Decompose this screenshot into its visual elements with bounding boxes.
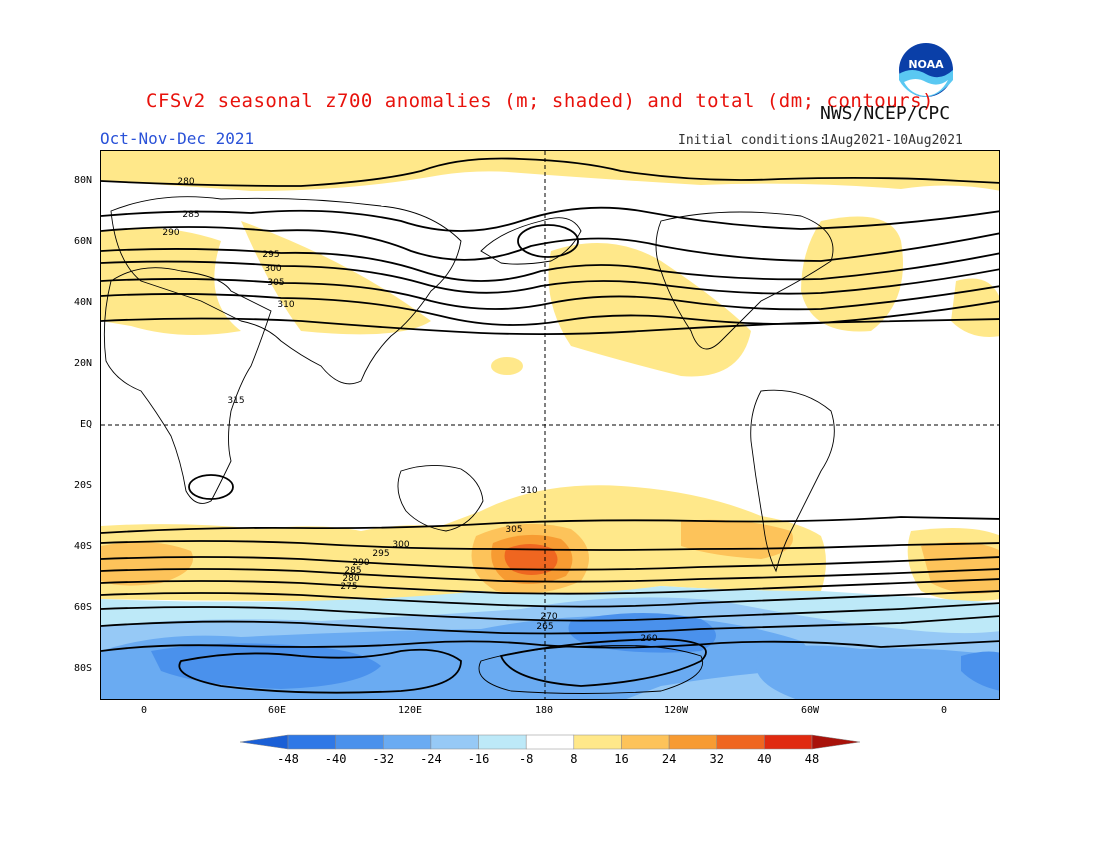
chart-title: CFSv2 seasonal z700 anomalies (m; shaded… <box>146 90 934 112</box>
height-contours <box>101 157 999 694</box>
colorbar-swatch <box>811 734 860 750</box>
colorbar-tick-label: -24 <box>420 752 442 766</box>
agency-label: NWS/NCEP/CPC <box>820 103 951 124</box>
lon-label-180: 180 <box>535 705 554 716</box>
colorbar-swatch <box>621 734 670 750</box>
contour-label-285: 285 <box>182 210 199 220</box>
season-label: Oct-Nov-Dec 2021 <box>100 129 255 148</box>
contour-value-labels: 280 285 290 295 300 305 310 315 310 305 … <box>162 177 657 644</box>
contour-label-south-305: 305 <box>505 525 522 535</box>
colorbar-tick-label: 16 <box>614 752 629 766</box>
colorbar-swatch <box>478 734 527 750</box>
lat-label-20n: 20N <box>74 358 93 369</box>
colorbar-swatch <box>335 734 384 750</box>
greenland-outline <box>480 217 582 265</box>
colorbar <box>240 734 860 750</box>
lat-label-60s: 60S <box>74 602 93 613</box>
contour-label-south-275: 275 <box>340 582 357 592</box>
colorbar-tick-label: 8 <box>570 752 578 766</box>
anomaly-map: 280 285 290 295 300 305 310 315 310 305 … <box>100 150 1000 700</box>
map-canvas: 280 285 290 295 300 305 310 315 310 305 … <box>101 151 999 699</box>
contour-label-south-285: 285 <box>344 566 361 576</box>
colorbar-swatch <box>764 734 813 750</box>
africa-outline <box>103 267 272 504</box>
colorbar-tick-label: 40 <box>757 752 772 766</box>
south-america-outline <box>750 389 835 573</box>
contour-label-295: 295 <box>262 250 279 260</box>
colorbar-swatch <box>716 734 765 750</box>
colorbar-swatch <box>525 734 575 750</box>
colorbar-tick-label: 32 <box>709 752 724 766</box>
lat-label-eq: EQ <box>80 419 93 430</box>
colorbar-swatch <box>430 734 479 750</box>
contour-label-south-295: 295 <box>372 549 389 559</box>
initial-conditions-label: Initial conditions: <box>678 133 827 148</box>
contour-label-290: 290 <box>162 228 179 238</box>
contour-label-south-280: 280 <box>342 574 359 584</box>
lon-label-0-right: 0 <box>941 705 948 716</box>
contour-label-south-300: 300 <box>392 540 409 550</box>
lon-label-60w: 60W <box>801 705 820 716</box>
lat-label-80s: 80S <box>74 663 93 674</box>
lon-label-120e: 120E <box>398 705 423 716</box>
colorbar-swatch <box>287 734 336 750</box>
colorbar-swatch <box>383 734 432 750</box>
colorbar-tick-label: -32 <box>372 752 395 766</box>
contour-label-south-290: 290 <box>352 558 369 568</box>
colorbar-swatch <box>668 734 717 750</box>
contour-label-south-270: 270 <box>540 612 557 622</box>
colorbar-tick-label: 24 <box>661 752 677 766</box>
contour-label-315: 315 <box>227 396 244 406</box>
colorbar-tick-label: -16 <box>467 752 490 766</box>
contour-label-south-265: 265 <box>536 622 553 632</box>
contour-label-300: 300 <box>264 264 281 274</box>
lat-label-20s: 20S <box>74 480 93 491</box>
contour-label-south-310: 310 <box>520 486 537 496</box>
contour-label-310: 310 <box>277 300 294 310</box>
logo-text: NOAA <box>908 58 944 71</box>
lon-label-60e: 60E <box>268 705 287 716</box>
lat-label-80n: 80N <box>74 175 93 186</box>
initial-conditions-value: 1Aug2021-10Aug2021 <box>822 133 963 148</box>
colorbar-swatch <box>240 734 289 750</box>
eurasia-outline <box>110 196 462 385</box>
contour-label-south-260: 260 <box>640 634 657 644</box>
lat-label-40n: 40N <box>74 297 93 308</box>
contour-label-280: 280 <box>177 177 194 187</box>
colorbar-swatch <box>573 734 622 750</box>
lat-label-40s: 40S <box>74 541 93 552</box>
colorbar-tick-label: -8 <box>518 752 534 766</box>
lat-label-60n: 60N <box>74 236 93 247</box>
lon-label-120w: 120W <box>664 705 689 716</box>
contour-label-305: 305 <box>267 278 284 288</box>
colorbar-tick-label: -40 <box>324 752 347 766</box>
lon-label-0-left: 0 <box>141 705 148 716</box>
australia-outline <box>397 465 484 532</box>
noaa-logo: NOAA <box>897 41 955 99</box>
colorbar-tick-label: 48 <box>804 752 820 766</box>
colorbar-swatches <box>240 734 860 750</box>
colorbar-tick-label: -48 <box>277 752 299 766</box>
